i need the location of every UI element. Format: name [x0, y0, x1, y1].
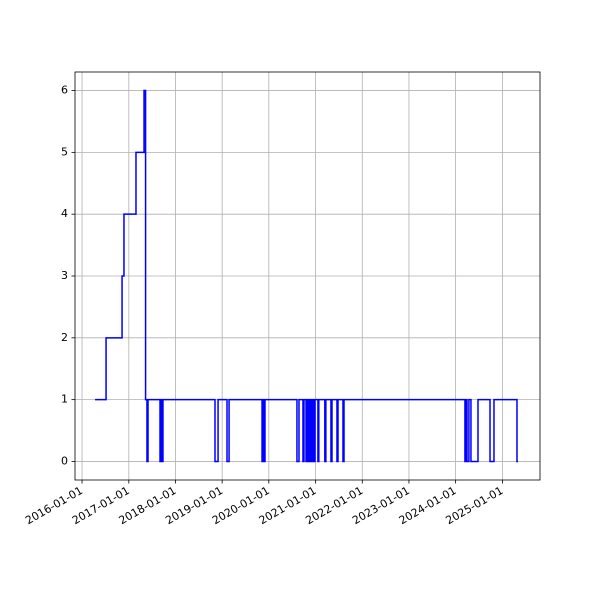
y-tick-label: 2 — [61, 331, 68, 344]
step-line — [95, 89, 519, 463]
plot-frame — [74, 71, 541, 481]
y-tick-label: 4 — [61, 207, 68, 220]
y-tick-label: 6 — [61, 84, 68, 97]
y-tick-label: 0 — [61, 454, 68, 467]
y-tick-label: 3 — [61, 269, 68, 282]
y-tick-label: 1 — [61, 393, 68, 406]
y-tick-label: 5 — [61, 145, 68, 158]
